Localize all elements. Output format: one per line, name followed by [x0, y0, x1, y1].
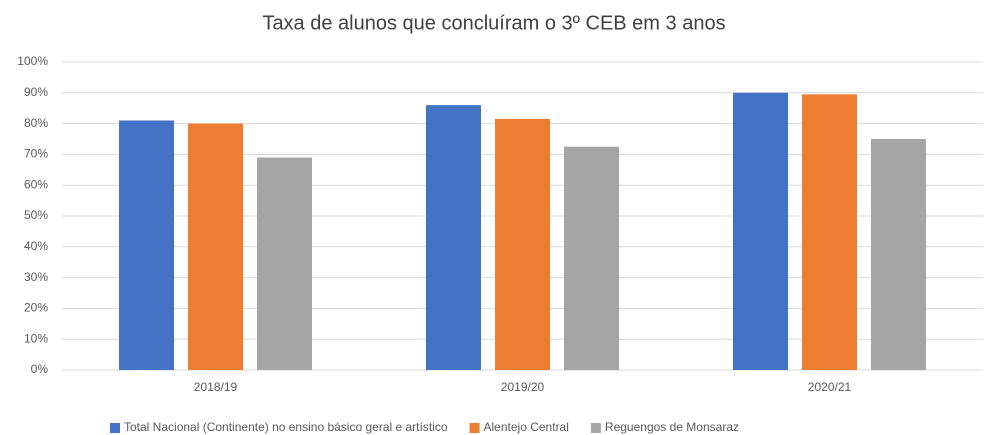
bar [871, 139, 926, 370]
y-tick-label: 0% [31, 362, 49, 376]
bar [564, 146, 619, 370]
bar [733, 92, 788, 371]
legend-label: Total Nacional (Continente) no ensino bá… [124, 420, 448, 434]
x-tick-label: 2019/20 [501, 380, 545, 394]
x-tick-label: 2020/21 [808, 380, 852, 394]
y-tick-label: 80% [24, 116, 48, 130]
bar [495, 118, 550, 370]
bar [426, 105, 481, 371]
y-tick-label: 10% [24, 331, 48, 345]
y-tick-label: 100% [17, 54, 48, 68]
y-tick-label: 30% [24, 270, 48, 284]
y-tick-label: 40% [24, 239, 48, 253]
chart-title: Taxa de alunos que concluíram o 3º CEB e… [262, 12, 725, 34]
legend-swatch [590, 423, 601, 433]
bar [257, 157, 312, 370]
legend-label: Alentejo Central [484, 420, 569, 434]
y-tick-label: 90% [24, 85, 48, 99]
bar [802, 94, 857, 370]
x-tick-label: 2018/19 [194, 380, 238, 394]
y-tick-label: 20% [24, 301, 48, 315]
y-tick-label: 70% [24, 147, 48, 161]
legend-swatch [469, 423, 480, 433]
bar [188, 123, 243, 370]
y-tick-label: 60% [24, 177, 48, 191]
bar [119, 120, 174, 371]
y-tick-label: 50% [24, 208, 48, 222]
legend-label: Reguengos de Monsaraz [605, 420, 739, 434]
legend-swatch [110, 423, 120, 433]
